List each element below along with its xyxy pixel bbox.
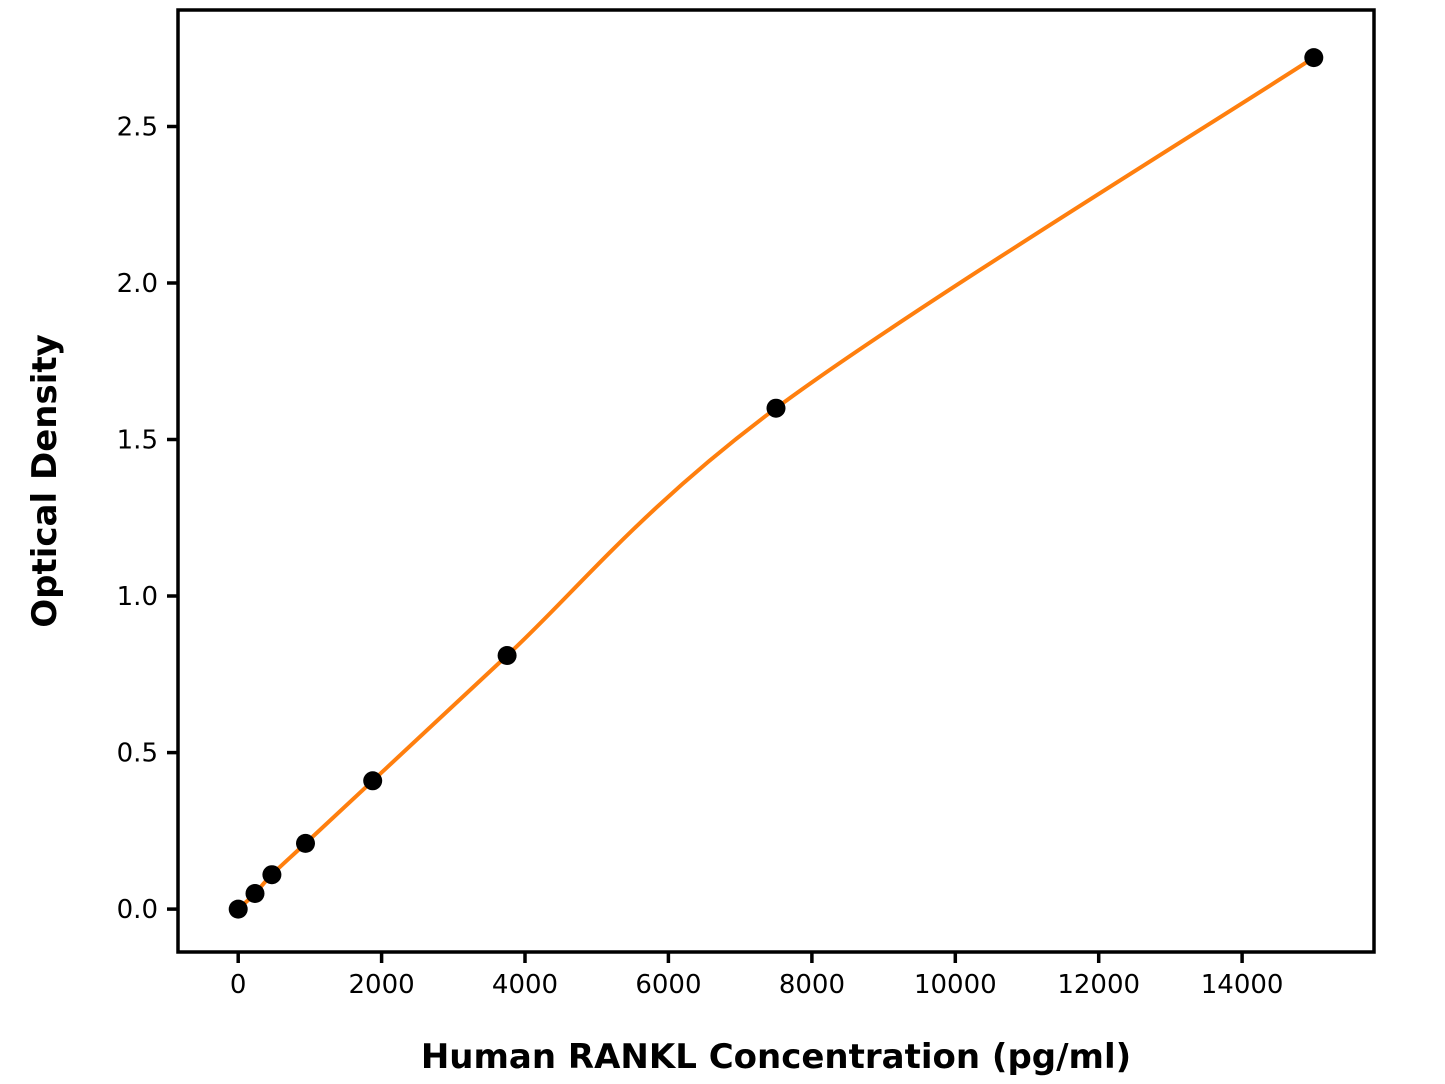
y-axis-ticks: 0.0 0.5 1.0 1.5 2.0 2.5 xyxy=(117,113,178,925)
x-tick-label: 14000 xyxy=(1201,970,1284,1000)
y-tick-label: 2.0 xyxy=(117,269,158,299)
data-point-marker xyxy=(766,398,786,418)
data-point-marker xyxy=(262,865,282,885)
y-tick-label: 2.5 xyxy=(117,113,158,143)
x-tick-label: 10000 xyxy=(914,970,997,1000)
data-point-marker xyxy=(228,899,248,919)
y-tick-label: 1.5 xyxy=(117,426,158,456)
y-axis-label: Optical Density xyxy=(25,334,65,628)
x-tick-label: 2000 xyxy=(349,970,415,1000)
y-tick-label: 1.0 xyxy=(117,582,158,612)
data-point-marker xyxy=(245,884,265,903)
y-tick-label: 0.0 xyxy=(117,895,158,925)
plot-border xyxy=(176,8,1376,954)
x-tick-label: 4000 xyxy=(492,970,558,1000)
x-axis-ticks: 0 2000 4000 6000 8000 10000 12000 14000 xyxy=(230,952,1284,1000)
data-point-marker xyxy=(296,833,315,853)
fitted-curve-line xyxy=(236,55,1316,912)
data-point-marker xyxy=(363,771,383,791)
data-points xyxy=(228,48,1324,919)
x-tick-label: 12000 xyxy=(1057,970,1140,1000)
x-tick-label: 8000 xyxy=(779,970,845,1000)
plot-area: 0 2000 4000 6000 8000 10000 12000 14000 0.0 0.5 1.… xyxy=(117,8,1376,1000)
data-point-marker xyxy=(1304,48,1324,68)
x-tick-label: 6000 xyxy=(635,970,701,1000)
data-point-marker xyxy=(497,646,517,665)
x-axis-label: Human RANKL Concentration (pg/ml) xyxy=(421,1037,1131,1077)
y-tick-label: 0.5 xyxy=(117,739,158,769)
x-tick-label: 0 xyxy=(230,970,247,1000)
